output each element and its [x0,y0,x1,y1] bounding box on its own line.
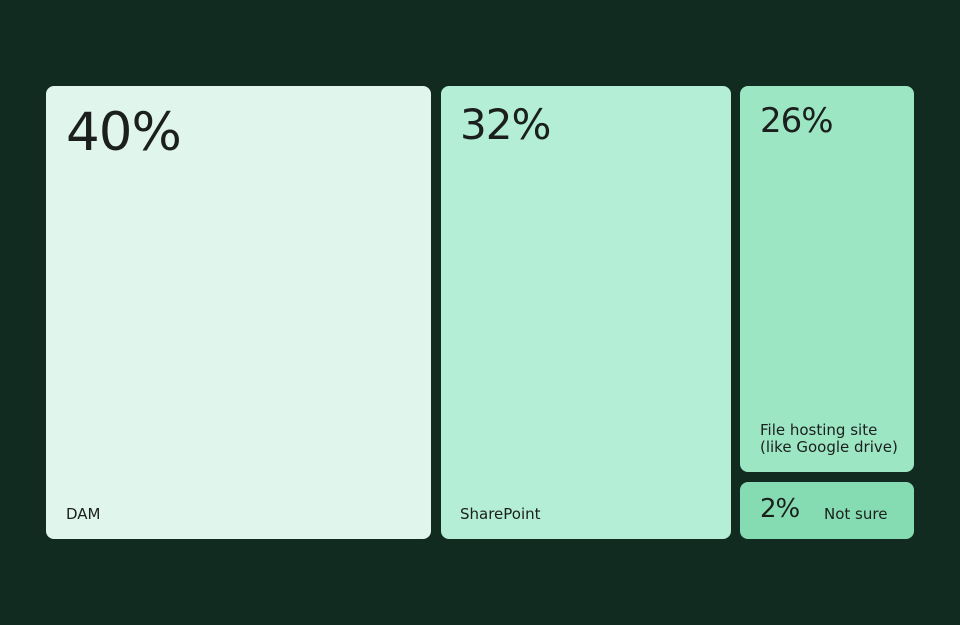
tile-value-label: 40% [66,102,182,163]
tile-value-label: 32% [460,100,551,149]
tile-category-label: Not sure [824,505,888,523]
tile-value-label: 2% [760,494,800,524]
tile-category-label: DAM [66,505,101,523]
treemap-tile-not-sure: 2% Not sure [740,482,914,539]
treemap-tile-sharepoint: 32% SharePoint [441,86,731,539]
treemap-tile-dam: 40% DAM [46,86,431,539]
tile-category-label: SharePoint [460,505,541,523]
tile-value-label: 26% [760,101,834,141]
tile-category-label: File hosting site (like Google drive) [760,421,898,456]
treemap-tile-file-hosting-site: 26% File hosting site (like Google drive) [740,86,914,472]
